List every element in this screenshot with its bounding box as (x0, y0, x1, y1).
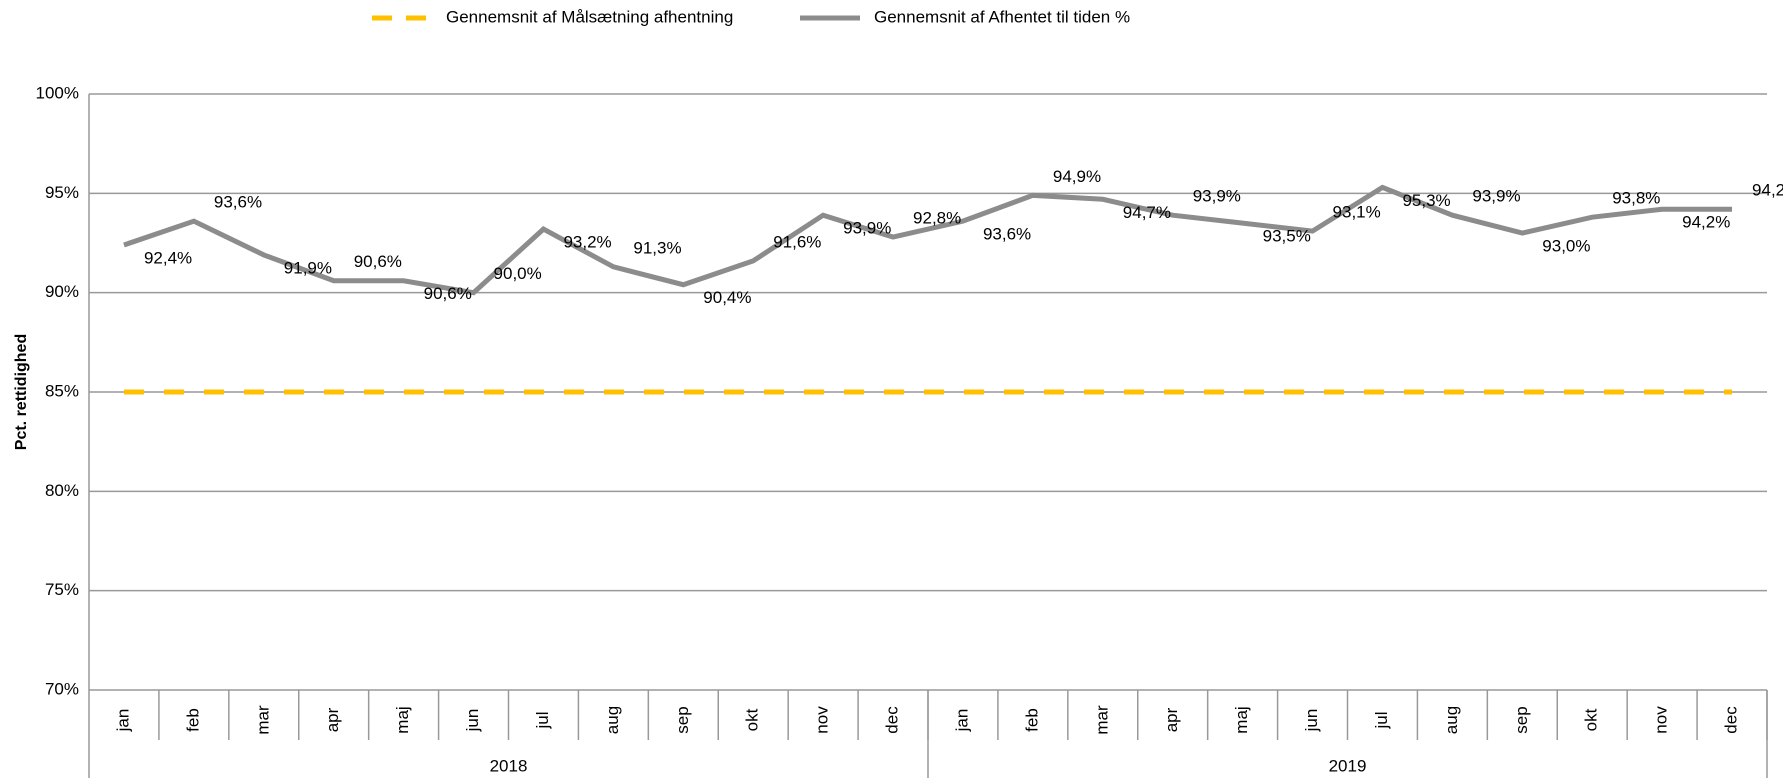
x-tick-label: apr (323, 707, 342, 732)
data-label: 93,5% (1263, 227, 1311, 246)
x-tick-label: aug (1442, 706, 1461, 734)
y-tick-label: 100% (36, 83, 79, 102)
x-tick-label: aug (603, 706, 622, 734)
x-tick-label: jul (1372, 711, 1391, 729)
x-tick-label: okt (743, 708, 762, 731)
y-tick-label: 70% (45, 679, 79, 698)
data-label: 95,3% (1402, 191, 1450, 210)
x-tick-label: maj (393, 706, 412, 733)
x-tick-label: jun (1302, 709, 1321, 733)
x-tick-label: okt (1582, 708, 1601, 731)
data-label: 93,6% (214, 193, 262, 212)
data-label: 91,9% (284, 258, 332, 277)
group-label: 2018 (490, 756, 528, 775)
data-label: 94,2% (1682, 213, 1730, 232)
y-tick-label: 75% (45, 580, 79, 599)
y-tick-label: 85% (45, 381, 79, 400)
data-label: 94,2% (1752, 181, 1783, 200)
legend-label: Gennemsnit af Afhentet til tiden % (874, 7, 1130, 26)
data-label: 90,4% (703, 288, 751, 307)
data-label: 93,9% (1472, 187, 1520, 206)
y-tick-label: 95% (45, 183, 79, 202)
data-label: 94,9% (1053, 167, 1101, 186)
data-label: 90,6% (354, 252, 402, 271)
data-label: 91,3% (633, 238, 681, 257)
data-label: 91,6% (773, 232, 821, 251)
x-tick-label: sep (1512, 706, 1531, 733)
legend-label: Gennemsnit af Målsætning afhentning (446, 7, 733, 26)
x-tick-label: dec (1722, 706, 1741, 734)
x-tick-label: feb (1022, 708, 1041, 732)
x-tick-label: sep (673, 706, 692, 733)
x-tick-label: mar (1092, 705, 1111, 735)
data-label: 93,0% (1542, 237, 1590, 256)
x-tick-label: jul (533, 711, 552, 729)
x-tick-label: jan (113, 709, 132, 733)
data-label: 93,9% (843, 219, 891, 238)
group-label: 2019 (1329, 756, 1367, 775)
data-label: 93,1% (1333, 203, 1381, 222)
x-tick-label: apr (1162, 707, 1181, 732)
x-tick-label: maj (1232, 706, 1251, 733)
y-tick-label: 90% (45, 282, 79, 301)
data-label: 90,0% (494, 264, 542, 283)
data-label: 93,9% (1193, 187, 1241, 206)
x-tick-label: jun (463, 709, 482, 733)
y-axis-title: Pct. rettidighed (13, 334, 30, 450)
data-label: 90,6% (424, 284, 472, 303)
data-label: 94,7% (1123, 203, 1171, 222)
x-tick-label: dec (883, 706, 902, 734)
series-line (123, 184, 1733, 296)
data-label: 92,4% (144, 248, 192, 267)
x-tick-label: feb (183, 708, 202, 732)
data-label: 92,8% (913, 209, 961, 228)
y-tick-label: 80% (45, 481, 79, 500)
x-tick-label: nov (813, 706, 832, 734)
x-tick-label: nov (1652, 706, 1671, 734)
x-tick-label: mar (253, 705, 272, 735)
data-label: 93,2% (563, 233, 611, 252)
x-tick-label: jan (952, 709, 971, 733)
data-label: 93,6% (983, 225, 1031, 244)
data-label: 93,8% (1612, 189, 1660, 208)
